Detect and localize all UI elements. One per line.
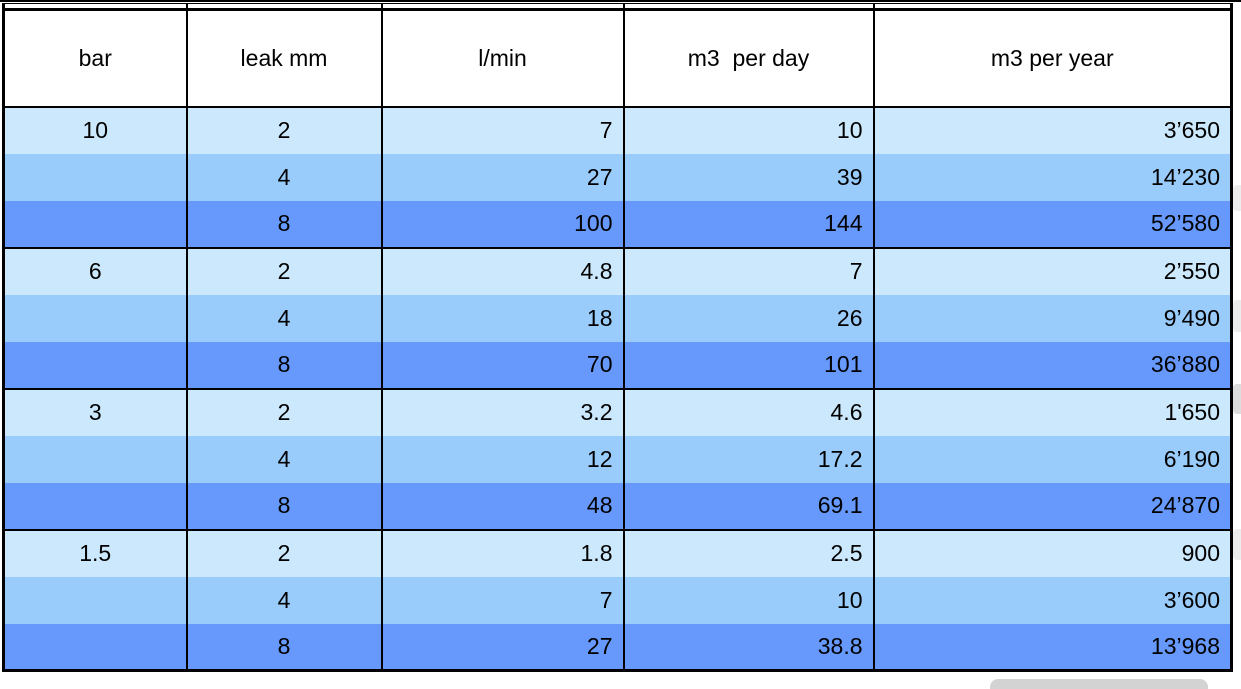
table-cell: 2 (185, 529, 383, 577)
table-cell: 4 (185, 294, 383, 342)
table-cell: 52’580 (872, 200, 1233, 249)
table-cell: 10 (622, 576, 875, 624)
table-cell: 900 (872, 529, 1233, 577)
table-cell: 8 (185, 623, 383, 671)
table-cell: 1.5 (2, 529, 188, 577)
table-cell (2, 341, 188, 390)
table-row: 10 2 7 10 3’650 (2, 106, 1233, 154)
table-cell: 144 (622, 200, 875, 249)
table-cell: 8 (185, 200, 383, 249)
table-row: 8 100 144 52’580 (2, 200, 1233, 249)
table-cell: 18 (380, 294, 625, 342)
table-cell: 4 (185, 153, 383, 201)
table-cell: 2 (185, 106, 383, 154)
table-cell (2, 482, 188, 531)
table-cell (2, 576, 188, 624)
table-cell: 69.1 (622, 482, 875, 531)
table-cell: 38.8 (622, 623, 875, 671)
column-header-m3-per-year: m3 per year (872, 9, 1233, 108)
cutoff-cell (5, 4, 188, 8)
table-cell: 8 (185, 482, 383, 531)
table-cell: 7 (622, 247, 875, 295)
table-cell: 3.2 (380, 388, 625, 436)
right-edge-artifact (1233, 529, 1241, 560)
table-cell: 27 (380, 153, 625, 201)
table-cell: 48 (380, 482, 625, 531)
right-edge-artifact (1233, 300, 1241, 332)
table-cell: 6’190 (872, 435, 1233, 483)
table-row: 8 70 101 36’880 (2, 341, 1233, 390)
table-cell: 6 (2, 247, 188, 295)
cutoff-row-sliver (2, 3, 1233, 8)
column-header-bar: bar (2, 9, 188, 108)
table-cell: 10 (622, 106, 875, 154)
table-cell: 1.8 (380, 529, 625, 577)
table-cell: 2.5 (622, 529, 875, 577)
column-header-l-min: l/min (380, 9, 625, 108)
table-cell: 8 (185, 341, 383, 390)
cutoff-cell (188, 4, 383, 8)
table-cell: 9’490 (872, 294, 1233, 342)
column-header-leak-mm: leak mm (185, 9, 383, 108)
table-cell: 4.8 (380, 247, 625, 295)
right-edge-artifact (1233, 384, 1241, 414)
table-cell: 7 (380, 576, 625, 624)
cutoff-cell (383, 4, 625, 8)
table-cell: 7 (380, 106, 625, 154)
table-row: 8 27 38.8 13’968 (2, 623, 1233, 671)
column-header-m3-per-day: m3 per day (622, 9, 875, 108)
table-row: 1.5 2 1.8 2.5 900 (2, 529, 1233, 577)
table-cell: 2 (185, 247, 383, 295)
table-cell: 24’870 (872, 482, 1233, 531)
table-cell: 70 (380, 341, 625, 390)
table-cell: 3 (2, 388, 188, 436)
table-cell (2, 200, 188, 249)
table-cell: 4 (185, 576, 383, 624)
table-cell: 4.6 (622, 388, 875, 436)
table-row: 8 48 69.1 24’870 (2, 482, 1233, 531)
table-cell: 26 (622, 294, 875, 342)
table-cell (2, 153, 188, 201)
table-row: 6 2 4.8 7 2’550 (2, 247, 1233, 295)
table-row: 4 12 17.2 6’190 (2, 435, 1233, 483)
table-cell: 1'650 (872, 388, 1233, 436)
table-cell: 3’650 (872, 106, 1233, 154)
table-cell: 100 (380, 200, 625, 249)
bottom-edge-artifact (990, 679, 1208, 689)
table-cell: 27 (380, 623, 625, 671)
table-cell: 14’230 (872, 153, 1233, 201)
table-cell: 101 (622, 341, 875, 390)
table-cell (2, 294, 188, 342)
table-cell: 2 (185, 388, 383, 436)
table-cell: 12 (380, 435, 625, 483)
table-cell: 36’880 (872, 341, 1233, 390)
table-cell (2, 435, 188, 483)
table-cell: 39 (622, 153, 875, 201)
table-cell: 17.2 (622, 435, 875, 483)
table-row: 4 7 10 3’600 (2, 576, 1233, 624)
table-cell: 10 (2, 106, 188, 154)
table-cell: 13’968 (872, 623, 1233, 671)
right-edge-artifact (1233, 185, 1241, 211)
cutoff-cell (625, 4, 875, 8)
table-header-row: bar leak mm l/min m3 per day m3 per year (2, 9, 1233, 108)
table-cell (2, 623, 188, 671)
table-row: 3 2 3.2 4.6 1'650 (2, 388, 1233, 436)
cutoff-row-top-line (0, 0, 1241, 2)
table-cell: 2’550 (872, 247, 1233, 295)
table-row: 4 27 39 14’230 (2, 153, 1233, 201)
leak-rate-table: bar leak mm l/min m3 per day m3 per year… (2, 8, 1233, 672)
table-row: 4 18 26 9’490 (2, 294, 1233, 342)
table-cell: 3’600 (872, 576, 1233, 624)
table-cell: 4 (185, 435, 383, 483)
